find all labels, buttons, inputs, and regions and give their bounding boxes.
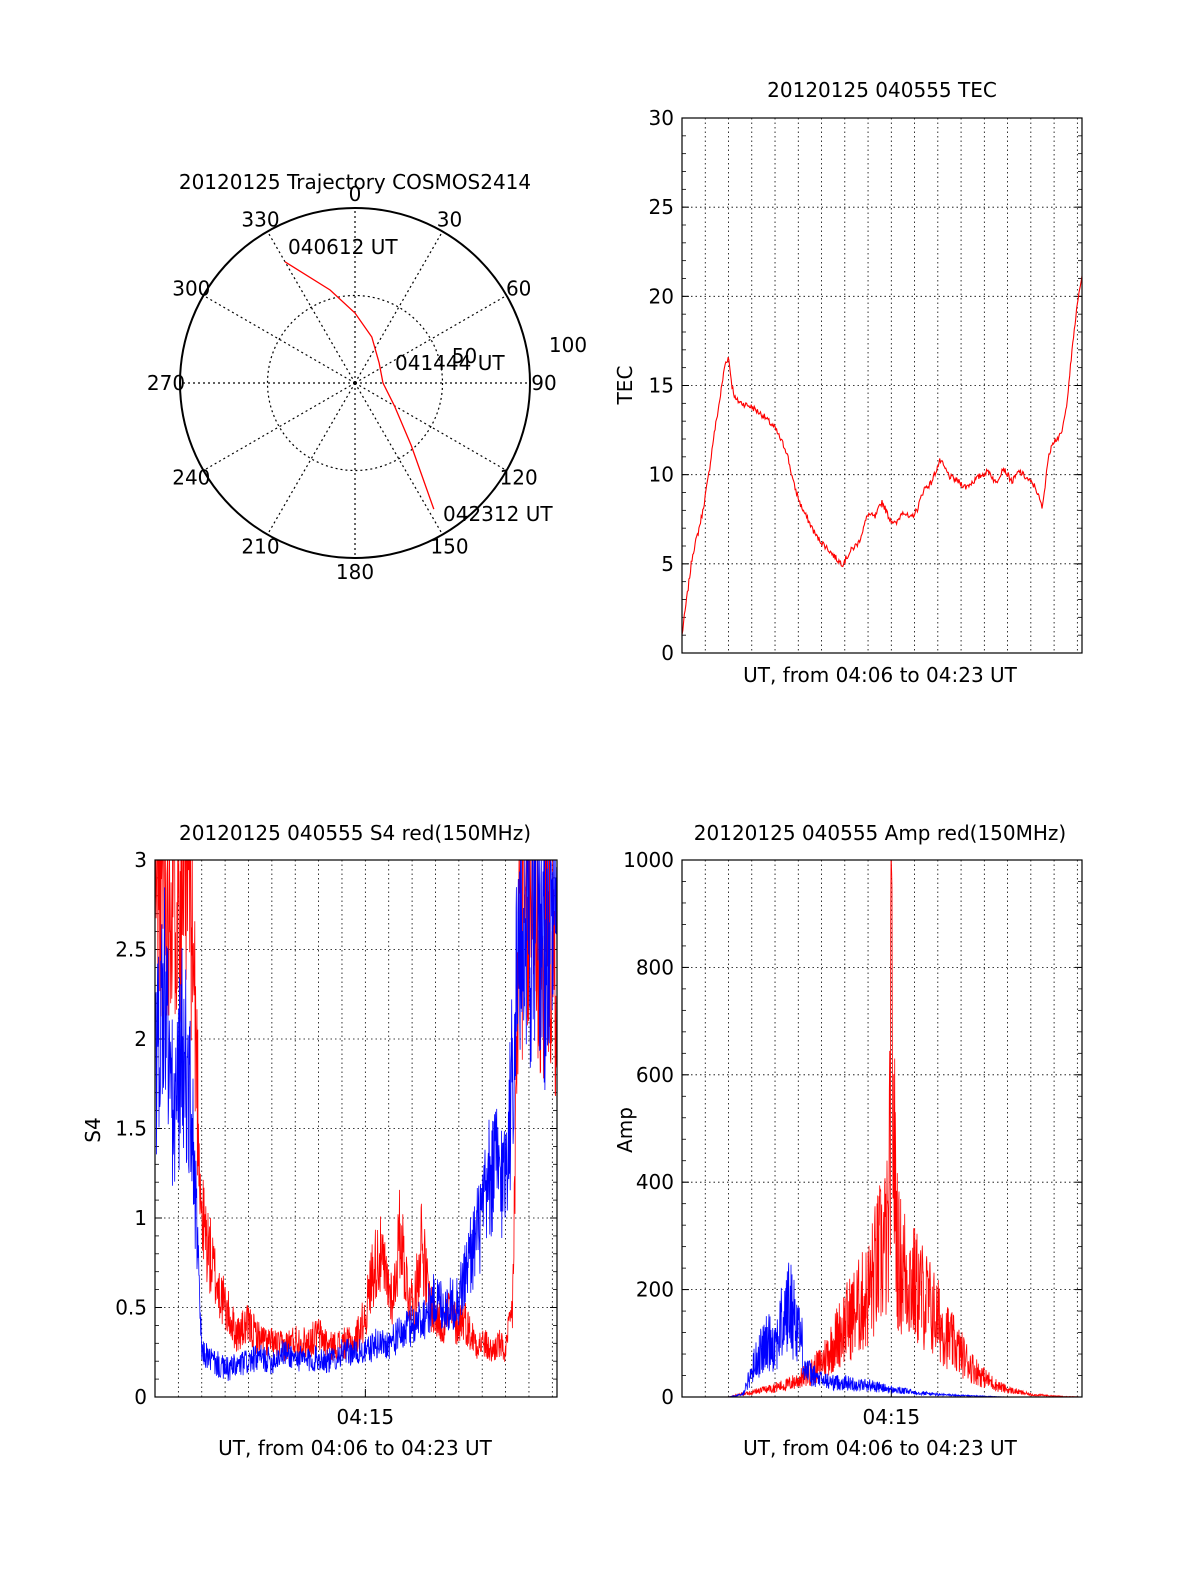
amp-title: 20120125 040555 Amp red(150MHz): [694, 821, 1066, 845]
y-tick-label: 0: [134, 1385, 147, 1409]
annotation-mid-time: 041444 UT: [395, 351, 505, 375]
polar-grid-circle: [266, 294, 444, 472]
plot-frame: [154, 859, 558, 1398]
trajectory-line: [284, 261, 435, 510]
amp-chart: 20120125 040555 Amp red(150MHz) 0 200 400 6…: [613, 821, 1083, 1460]
polar-angle-label: 180: [336, 560, 374, 584]
polar-spoke: [203, 382, 356, 472]
polar-title: 20120125 Trajectory COSMOS2414: [179, 170, 531, 194]
x-tick-label: 04:15: [337, 1405, 395, 1429]
s4-title: 20120125 040555 S4 red(150MHz): [179, 821, 531, 845]
y-tick-label: 10: [649, 463, 674, 487]
y-tick-label: 400: [636, 1170, 674, 1194]
polar-spoke: [203, 294, 356, 384]
polar-angle-label: 270: [147, 371, 185, 395]
y-tick-label: 1.5: [115, 1117, 147, 1141]
amp-plot-area: 0 200 400 600 800 1000 04:15: [623, 848, 1083, 1429]
y-tick-label: 25: [649, 195, 674, 219]
y-tick-label: 5: [661, 552, 674, 576]
polar-angle-label: 30: [437, 207, 462, 231]
series-line-red: [681, 275, 1083, 635]
polar-angle-label: 0: [349, 182, 362, 206]
tec-ylabel: TEC: [613, 366, 637, 406]
annotation-end-time: 042312 UT: [443, 502, 553, 526]
polar-angle-label: 90: [531, 371, 556, 395]
y-tick-label: 30: [649, 106, 674, 130]
s4-plot-area: 0 0.5 1 1.5 2 2.5 3 04:15: [115, 848, 558, 1429]
y-tick-label: 2.5: [115, 938, 147, 962]
s4-ylabel: S4: [81, 1117, 105, 1142]
series-line-blue: [154, 859, 558, 1381]
series-line-red: [682, 859, 1082, 1398]
plot-frame: [681, 859, 1083, 1398]
tec-plot-area: 0 5 10 15 20 25 30: [649, 106, 1083, 665]
s4-chart: 20120125 040555 S4 red(150MHz) 0 0.5 1 1.5 2…: [81, 821, 558, 1460]
tec-xlabel: UT, from 04:06 to 04:23 UT: [743, 663, 1018, 687]
y-tick-label: 3: [134, 848, 147, 872]
plot-frame: [681, 117, 1083, 654]
amp-ylabel: Amp: [613, 1107, 637, 1153]
tec-chart: 20120125 040555 TEC 0 5 10 15 20 25 30 TEC UT,…: [613, 78, 1083, 687]
s4-xlabel: UT, from 04:06 to 04:23 UT: [218, 1436, 493, 1460]
series-line-red: [154, 859, 558, 1362]
y-tick-label: 200: [636, 1278, 674, 1302]
polar-angle-label: 120: [500, 466, 538, 490]
polar-outer-circle: [179, 207, 531, 559]
y-tick-label: 15: [649, 374, 674, 398]
y-tick-label: 0: [661, 641, 674, 665]
polar-radius-label: 50: [452, 344, 477, 368]
polar-spoke: [354, 231, 444, 384]
y-tick-label: 1: [134, 1206, 147, 1230]
y-tick-label: 20: [649, 284, 674, 308]
x-tick-label: 04:15: [862, 1405, 920, 1429]
polar-angle-label: 240: [172, 466, 210, 490]
tec-title: 20120125 040555 TEC: [767, 78, 997, 102]
y-tick-label: 800: [636, 955, 674, 979]
annotation-start-time: 040612 UT: [288, 235, 398, 259]
polar-spoke: [354, 382, 507, 472]
y-tick-label: 2: [134, 1027, 147, 1051]
polar-spoke: [354, 294, 507, 384]
polar-spoke: [266, 231, 356, 384]
y-tick-label: 0.5: [115, 1296, 147, 1320]
polar-angle-label: 60: [506, 277, 531, 301]
polar-angle-label: 300: [172, 277, 210, 301]
polar-chart: 20120125 Trajectory COSMOS2414 0 30 60 90 12…: [147, 170, 587, 584]
polar-spoke: [266, 382, 356, 535]
y-tick-label: 0: [661, 1385, 674, 1409]
polar-spoke: [354, 382, 444, 535]
amp-xlabel: UT, from 04:06 to 04:23 UT: [743, 1436, 1018, 1460]
polar-radius-label: 100: [549, 333, 587, 357]
y-tick-label: 1000: [623, 848, 674, 872]
y-tick-label: 600: [636, 1063, 674, 1087]
